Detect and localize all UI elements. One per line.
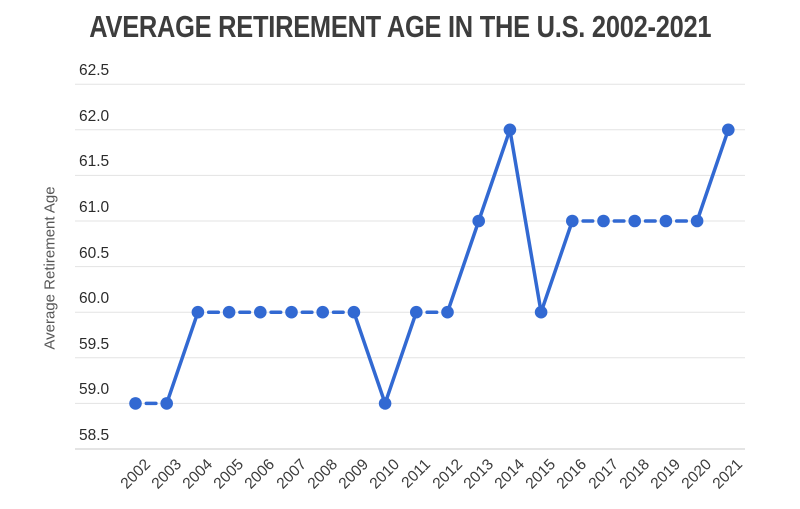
segment-2015-2016 <box>539 219 575 314</box>
segment-2003-2004 <box>164 310 200 406</box>
data-point-2008 <box>316 305 330 319</box>
segment-2013-2014 <box>476 128 512 223</box>
y-tick-label-60.0: 60.0 <box>79 290 110 308</box>
data-point-2020 <box>690 214 704 228</box>
data-point-2006 <box>253 305 267 319</box>
data-point-2012 <box>441 305 454 319</box>
data-point-2018 <box>628 214 641 228</box>
segment-2012-2013 <box>445 219 481 314</box>
y-tick-label-59.5: 59.5 <box>79 335 110 353</box>
segment-2009-2010 <box>352 310 387 406</box>
segment-2020-2021 <box>695 128 731 223</box>
y-tick-label-61.5: 61.5 <box>79 153 110 171</box>
data-point-2016 <box>566 214 579 228</box>
y-tick-label-60.5: 60.5 <box>79 244 110 262</box>
chart-title-text: AVERAGE RETIREMENT AGE IN THE U.S. 2002-… <box>88 9 711 44</box>
y-tick-label-61.0: 61.0 <box>79 199 110 216</box>
data-point-2004 <box>191 305 205 319</box>
data-point-2014 <box>503 123 517 137</box>
data-point-2005 <box>222 305 236 319</box>
data-point-2017 <box>597 214 610 228</box>
y-tick-label-59.0: 59.0 <box>79 381 110 399</box>
data-point-2015 <box>534 305 548 319</box>
data-point-2003 <box>160 397 173 410</box>
segment-2014-2015 <box>508 128 543 314</box>
y-tick-label-62.5: 62.5 <box>79 62 110 80</box>
chart-title: AVERAGE RETIREMENT AGE IN THE U.S. 2002-… <box>0 9 800 45</box>
data-point-2013 <box>472 214 486 228</box>
y-tick-label-58.5: 58.5 <box>79 427 110 444</box>
data-point-2021 <box>722 123 735 137</box>
data-point-2002 <box>129 397 142 410</box>
data-point-2011 <box>410 305 423 319</box>
data-point-2007 <box>285 305 298 319</box>
data-point-2019 <box>659 214 673 228</box>
data-point-2009 <box>347 305 361 319</box>
y-tick-label-62.0: 62.0 <box>79 107 110 125</box>
segment-2010-2011 <box>383 310 419 406</box>
data-point-2010 <box>378 397 392 410</box>
